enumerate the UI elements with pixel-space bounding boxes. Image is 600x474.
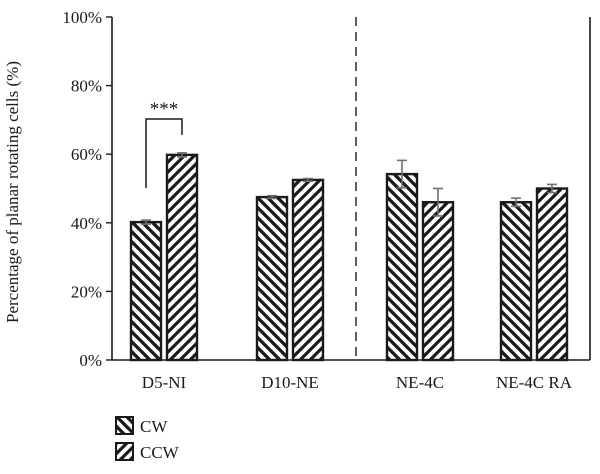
error-bar xyxy=(397,159,407,189)
y-tick-label: 80% xyxy=(71,77,102,96)
x-axis-labels: D5-NI D10-NE NE-4C NE-4C RA xyxy=(142,373,573,392)
error-bar xyxy=(267,194,277,200)
error-bar xyxy=(547,183,557,194)
bar-ccw-2 xyxy=(421,201,455,362)
legend-label-ccw: CCW xyxy=(140,443,180,462)
bar-cw-1 xyxy=(255,195,289,362)
y-tick-label: 20% xyxy=(71,282,102,301)
legend-swatch-cw xyxy=(115,416,134,435)
error-bar xyxy=(141,219,151,225)
y-tick-label: 40% xyxy=(71,214,102,233)
y-axis-label: Percentage of planar rotating cells (%) xyxy=(3,61,22,323)
legend-label-cw: CW xyxy=(140,417,168,436)
error-bar xyxy=(303,177,313,183)
error-bars xyxy=(141,152,557,225)
x-tick-label: NE-4C xyxy=(396,373,444,392)
error-bar xyxy=(433,187,443,217)
legend: CW CCW xyxy=(115,416,180,462)
bar-ccw-0 xyxy=(165,153,199,362)
significance-annotation: *** xyxy=(145,99,183,189)
x-tick-label: D5-NI xyxy=(142,373,187,392)
significance-label: *** xyxy=(150,99,179,120)
bars xyxy=(129,153,569,362)
error-bar xyxy=(177,152,187,158)
error-bar xyxy=(511,197,521,208)
y-tick-label: 0% xyxy=(79,351,102,370)
bar-cw-0 xyxy=(129,220,163,362)
x-tick-label: D10-NE xyxy=(261,373,319,392)
bar-cw-3 xyxy=(499,201,533,362)
legend-swatch-ccw xyxy=(115,442,134,461)
y-tick-label: 60% xyxy=(71,145,102,164)
x-tick-label: NE-4C RA xyxy=(496,373,573,392)
significance-bracket xyxy=(145,118,183,189)
bar-cw-2 xyxy=(385,172,419,362)
bar-ccw-3 xyxy=(535,187,569,362)
bar-ccw-1 xyxy=(291,178,325,362)
y-tick-label: 100% xyxy=(62,8,102,27)
y-axis-ticks: 0% 20% 40% 60% 80% 100% xyxy=(62,8,112,370)
